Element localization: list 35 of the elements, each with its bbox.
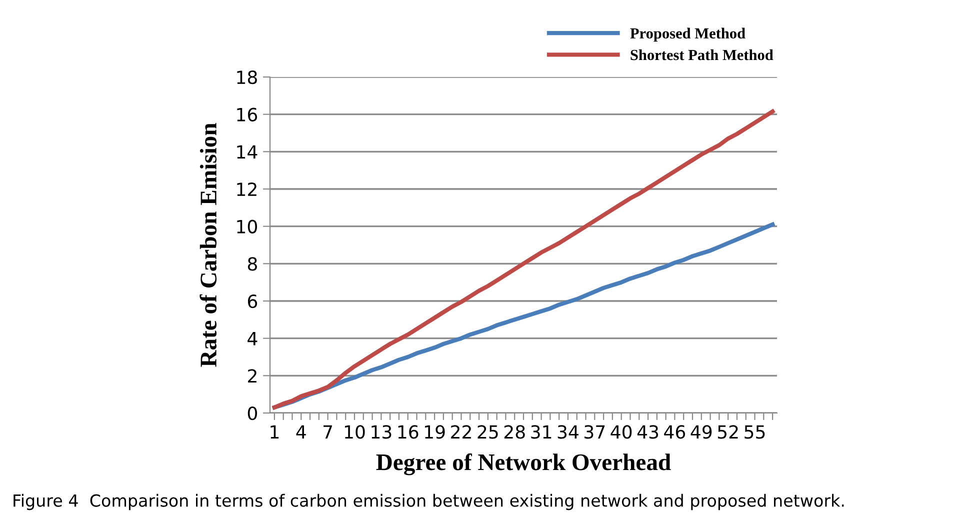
y-tick-label: 10: [237, 220, 257, 234]
x-axis-title: Degree of Network Overhead: [376, 453, 671, 476]
x-tick-label: 52: [718, 425, 738, 439]
y-tick-label: 16: [237, 108, 258, 122]
y-tick-label: 6: [248, 294, 258, 308]
y-tick-label: 2: [248, 369, 256, 383]
x-tick-label: 55: [744, 425, 765, 439]
y-tick-label: 14: [237, 145, 258, 159]
y-tick-label: 12: [237, 182, 256, 196]
x-tick-label: 22: [451, 425, 471, 439]
x-tick-label: 10: [344, 425, 365, 439]
x-tick-label: 28: [504, 425, 525, 439]
x-tick-label: 7: [324, 425, 332, 439]
y-tick-label: 4: [248, 332, 258, 346]
legend-label: Proposed Method: [630, 28, 746, 42]
legend-label: Shortest Path Method: [630, 49, 774, 60]
x-tick-label: 43: [637, 425, 658, 439]
x-tick-label: 46: [664, 425, 686, 439]
x-tick-label: 1: [270, 425, 279, 439]
x-tick-label: 19: [425, 425, 445, 439]
x-tick-label: 4: [296, 425, 306, 439]
x-tick-label: 25: [478, 425, 498, 439]
x-tick-label: 31: [531, 425, 552, 439]
x-tick-label: 49: [690, 425, 712, 439]
y-tick-label: 8: [248, 257, 257, 271]
x-tick-label: 37: [584, 425, 605, 439]
y-tick-label: 18: [237, 70, 257, 84]
x-tick-label: 13: [372, 425, 392, 439]
caption: Figure 4 Comparison in terms of carbon emission between existing network and proposed network.: [14, 494, 844, 510]
line-series: [272, 109, 775, 410]
y-tick-label: 0: [248, 406, 257, 420]
x-tick-label: 40: [610, 425, 632, 439]
x-tick-label: 16: [398, 425, 418, 439]
x-tick-label: 34: [558, 425, 578, 439]
y-axis-title: Rate of Carbon Emision: [200, 123, 217, 367]
